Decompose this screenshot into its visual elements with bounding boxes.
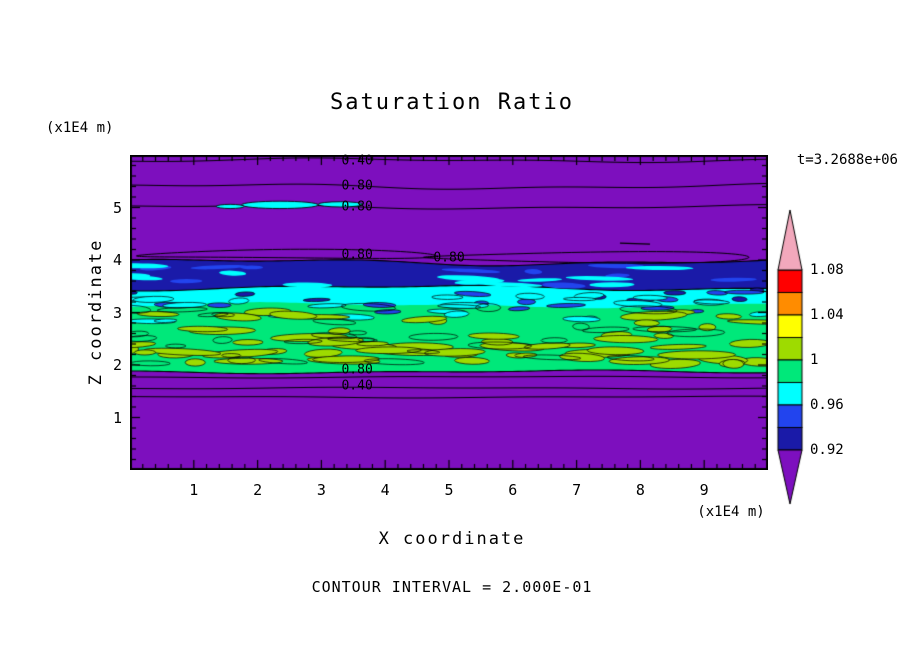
x-tick-label: 8 (635, 481, 645, 499)
x-tick-label: 7 (572, 481, 582, 499)
x-axis-unit-label: (x1E4 m) (697, 504, 765, 520)
y-tick-label: 1 (112, 408, 122, 427)
x-tick-label: 6 (508, 481, 518, 499)
x-tick-label: 1 (189, 481, 199, 499)
y-axis-label: Z coordinate (86, 238, 106, 386)
y-axis-unit-label: (x1E4 m) (46, 120, 114, 136)
plot-title: Saturation Ratio (330, 90, 574, 115)
colorbar-canvas (770, 198, 820, 518)
time-annotation: t=3.2688e+06 (796, 152, 898, 168)
x-tick-label: 2 (253, 481, 263, 499)
contour-plot-canvas (130, 155, 768, 470)
x-tick-label: 4 (380, 481, 390, 499)
x-tick-label: 3 (316, 481, 326, 499)
x-axis-label: X coordinate (378, 529, 526, 549)
y-tick-label: 5 (112, 198, 122, 217)
x-tick-label: 5 (444, 481, 454, 499)
contour-interval-caption: CONTOUR INTERVAL = 2.000E-01 (311, 578, 593, 596)
x-tick-label: 9 (699, 481, 709, 499)
